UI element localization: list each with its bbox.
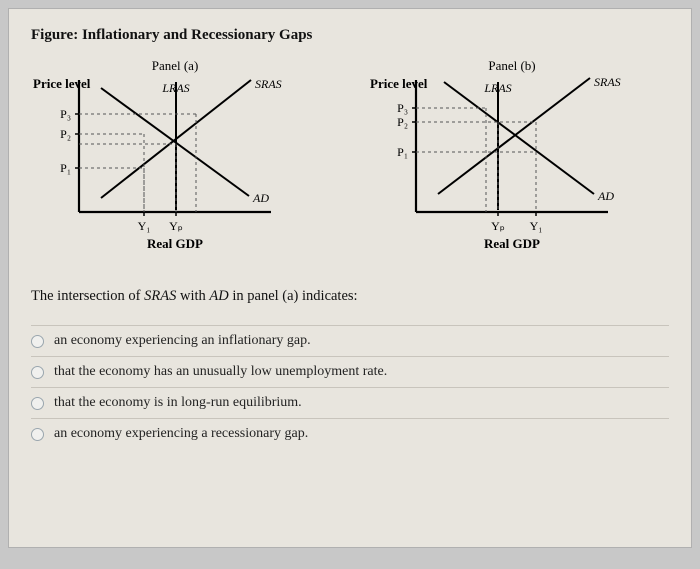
svg-text:Y₁: Y₁ [530,219,543,233]
option-label: that the economy has an unusually low un… [54,364,387,380]
svg-text:LRAS: LRAS [483,81,511,95]
question-ad: AD [209,288,228,304]
option-row[interactable]: that the economy has an unusually low un… [31,356,669,387]
svg-text:P₂: P₂ [60,127,71,141]
svg-text:Panel (b): Panel (b) [488,60,535,73]
question-prefix: The intersection of [31,288,144,304]
option-label: that the economy is in long-run equilibr… [54,395,302,411]
question-suffix: in panel (a) indicates: [229,288,358,304]
svg-text:AD: AD [597,189,614,203]
radio-icon[interactable] [31,428,44,441]
svg-text:P₁: P₁ [60,161,71,175]
svg-text:Panel (a): Panel (a) [152,60,199,73]
svg-text:SRAS: SRAS [255,77,282,91]
svg-text:LRAS: LRAS [161,81,189,95]
question-text: The intersection of SRAS with AD in pane… [31,288,669,305]
radio-icon[interactable] [31,335,44,348]
figure-title: Figure: Inflationary and Recessionary Ga… [31,27,669,44]
svg-text:P₁: P₁ [397,145,408,159]
svg-text:Price level: Price level [370,76,428,91]
svg-text:Price level: Price level [33,76,91,91]
radio-icon[interactable] [31,366,44,379]
svg-text:P₃: P₃ [397,101,408,115]
panel-a: Panel (a) Price level LRAS SRAS AD P₃ P₂ P₁ Y₁ Yₚ… [31,60,332,258]
svg-text:Yₚ: Yₚ [491,219,505,233]
panel-a-chart: Panel (a) Price level LRAS SRAS AD P₃ P₂ P₁ Y₁ Yₚ… [31,60,321,258]
option-row[interactable]: an economy experiencing an inflationary … [31,325,669,356]
option-row[interactable]: an economy experiencing a recessionary g… [31,418,669,449]
svg-text:P₂: P₂ [397,115,408,129]
svg-text:Real GDP: Real GDP [147,236,203,251]
page: Figure: Inflationary and Recessionary Ga… [8,8,692,548]
panel-b: Panel (b) Price level LRAS SRAS AD P₃P₂ P₁ Yₚ Y₁… [368,60,669,258]
svg-text:SRAS: SRAS [594,75,621,89]
svg-text:AD: AD [252,191,269,205]
svg-text:Y₁: Y₁ [138,219,151,233]
svg-text:Real GDP: Real GDP [484,236,540,251]
radio-icon[interactable] [31,397,44,410]
svg-text:P₃: P₃ [60,107,71,121]
question-with: with [176,288,209,304]
option-label: an economy experiencing an inflationary … [54,333,311,349]
panel-b-chart: Panel (b) Price level LRAS SRAS AD P₃P₂ P₁ Yₚ Y₁… [368,60,658,258]
panels-row: Panel (a)Price levelLRASSRASADP₃P₂P₁Y₁Yₚ… [31,60,669,258]
svg-text:Yₚ: Yₚ [169,219,183,233]
options-list: an economy experiencing an inflationary … [31,325,669,449]
option-label: an economy experiencing a recessionary g… [54,426,308,442]
option-row[interactable]: that the economy is in long-run equilibr… [31,387,669,418]
question-sras: SRAS [144,288,176,304]
